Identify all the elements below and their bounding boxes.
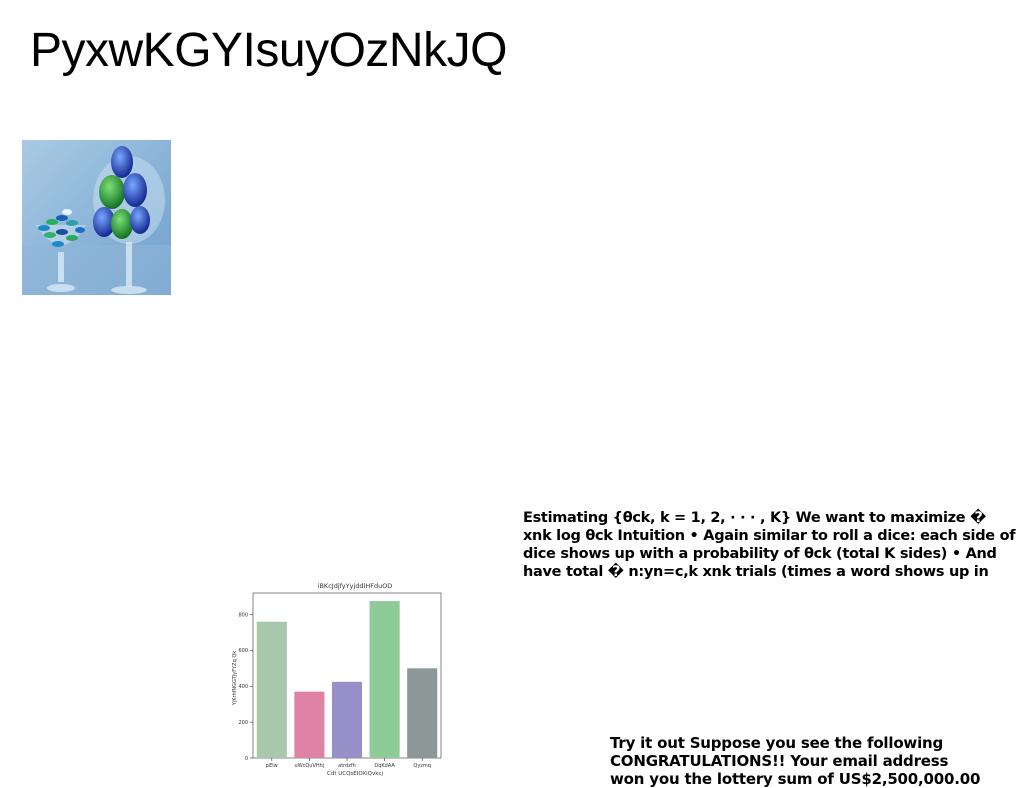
candy-glasses-photo bbox=[22, 140, 171, 295]
x-tick-label: pElw bbox=[266, 763, 278, 769]
paragraph-try-it-out: Try it out Suppose you see the following… bbox=[610, 734, 981, 788]
y-tick-label: 0 bbox=[245, 756, 248, 762]
x-tick-label: atrdzfh bbox=[338, 763, 356, 769]
bar-pElw bbox=[256, 621, 287, 758]
x-tick-label: Qyzmq bbox=[413, 763, 431, 769]
x-tick-label: uWcQuVHhj bbox=[295, 763, 325, 769]
chart-xlabel: Cdt UCQsEIOXiQvkcj bbox=[327, 771, 383, 777]
bar-uWcQuVHhj bbox=[294, 691, 325, 758]
y-tick-label: 200 bbox=[238, 720, 248, 726]
chart-ylabel: YjKrhfNGGTJyFYZq Qk bbox=[232, 651, 238, 706]
y-tick-label: 800 bbox=[238, 612, 248, 618]
bar-Qyzmq bbox=[407, 668, 438, 758]
x-tick-label: DqKdAA bbox=[374, 763, 395, 769]
bar-DqKdAA bbox=[369, 601, 400, 758]
bar-atrdzfh bbox=[331, 681, 363, 758]
chart-title: iBKcJdjfyYyjddlHFduOD bbox=[318, 582, 393, 590]
bar-chart: iBKcJdjfyYyjddlHFduOD YjKrhfNGGTJyFYZq Q… bbox=[232, 582, 442, 777]
page-title: PyxwKGYIsuyOzNkJQ bbox=[30, 24, 507, 77]
paragraph-estimating: Estimating {θck, k = 1, 2, · · · , K} We… bbox=[523, 510, 1016, 580]
y-tick-label: 600 bbox=[238, 648, 248, 654]
y-tick-label: 400 bbox=[238, 684, 248, 690]
